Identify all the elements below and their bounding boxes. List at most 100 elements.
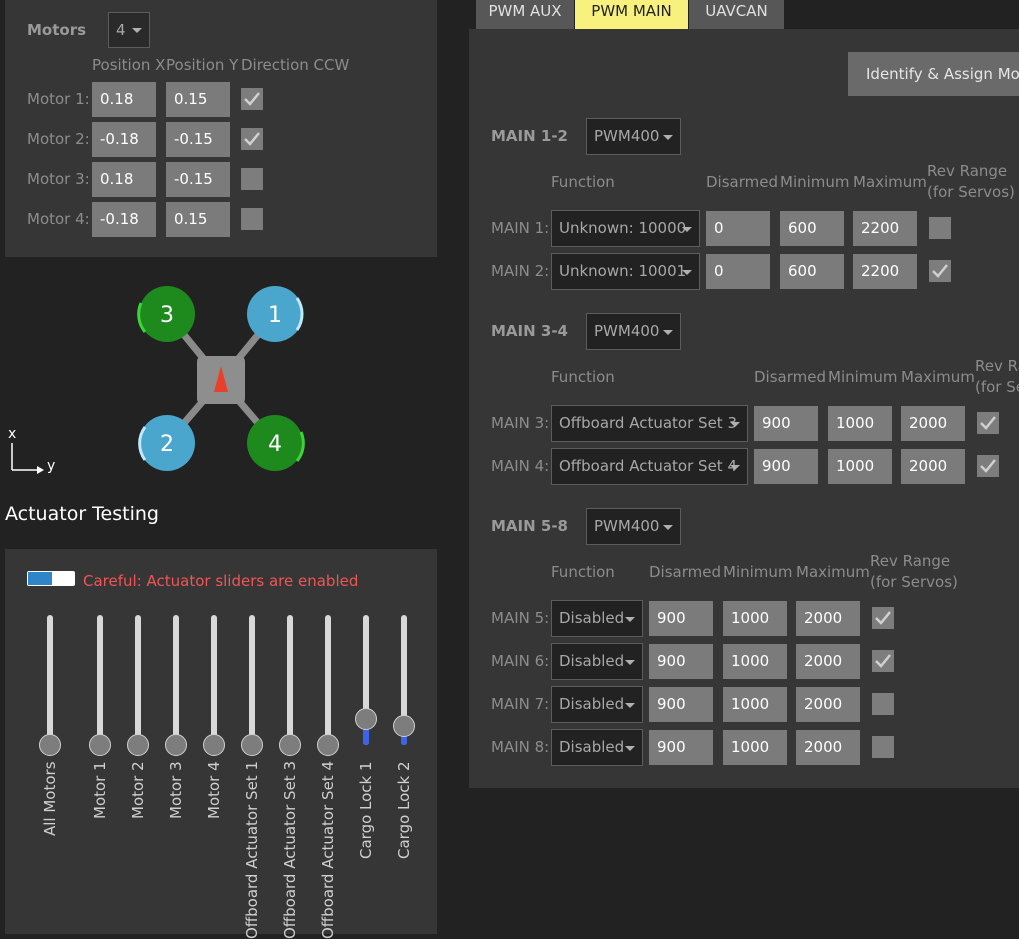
rev-range-checkbox[interactable] — [929, 260, 951, 282]
chevron-down-icon — [682, 226, 692, 232]
header-disarmed: Disarmed — [754, 368, 826, 386]
function-select[interactable]: Unknown: 10001 — [551, 253, 700, 290]
rev-range-checkbox[interactable] — [977, 455, 999, 477]
maximum-field[interactable]: 2200 — [853, 254, 917, 289]
maximum-field[interactable]: 2000 — [796, 730, 860, 765]
motor-3-number: 3 — [160, 303, 174, 328]
function-select[interactable]: Disabled — [551, 686, 643, 723]
function-select[interactable]: Disabled — [551, 600, 643, 637]
heading-arrow-icon — [214, 366, 228, 392]
actuator-slider-track[interactable] — [135, 615, 141, 745]
rev-range-checkbox[interactable] — [872, 650, 894, 672]
actuator-slider-handle[interactable] — [393, 714, 415, 737]
actuator-enable-toggle[interactable] — [27, 571, 75, 586]
chevron-down-icon — [625, 616, 635, 622]
motor-position-y-field[interactable]: 0.15 — [166, 82, 230, 117]
actuator-slider-track[interactable] — [173, 615, 179, 745]
actuator-slider-track[interactable] — [97, 615, 103, 745]
actuator-slider-handle[interactable] — [39, 734, 61, 756]
pwm-rate-select[interactable]: PWM400 — [586, 118, 681, 155]
output-row-label: MAIN 7: — [491, 695, 550, 713]
disarmed-field[interactable]: 900 — [649, 644, 713, 679]
rev-range-checkbox[interactable] — [872, 693, 894, 715]
minimum-field[interactable]: 1000 — [723, 601, 787, 636]
identify-assign-motors-button[interactable]: Identify & Assign Motors — [848, 52, 1019, 96]
maximum-field[interactable]: 2000 — [796, 601, 860, 636]
motor-position-y-field[interactable]: -0.15 — [166, 162, 230, 197]
pwm-rate-select[interactable]: PWM400 — [586, 508, 681, 545]
rev-range-checkbox[interactable] — [872, 607, 894, 629]
disarmed-field[interactable]: 900 — [754, 449, 818, 484]
motor-count-select[interactable]: 4 — [108, 12, 150, 48]
motor-position-y-field[interactable]: -0.15 — [166, 122, 230, 157]
actuator-slider-label: Cargo Lock 2 — [395, 761, 413, 859]
actuator-testing-title: Actuator Testing — [5, 503, 159, 525]
output-row-label: MAIN 3: — [491, 414, 550, 432]
disarmed-field[interactable]: 900 — [649, 601, 713, 636]
actuator-slider-handle[interactable] — [89, 734, 111, 756]
motor-row-label: Motor 3: — [27, 170, 90, 188]
maximum-field[interactable]: 2000 — [796, 644, 860, 679]
motor-position-x-field[interactable]: 0.18 — [92, 162, 156, 197]
disarmed-field[interactable]: 900 — [649, 730, 713, 765]
actuator-slider-track[interactable] — [363, 615, 369, 745]
disarmed-field[interactable]: 0 — [706, 254, 770, 289]
disarmed-field[interactable]: 900 — [754, 406, 818, 441]
actuator-slider-track[interactable] — [47, 615, 53, 745]
function-select[interactable]: Disabled — [551, 729, 643, 766]
actuator-slider-track[interactable] — [211, 615, 217, 745]
actuator-slider-handle[interactable] — [279, 734, 301, 756]
motor-position-x-field[interactable]: -0.18 — [92, 202, 156, 237]
rev-range-checkbox[interactable] — [977, 412, 999, 434]
motor-ccw-checkbox[interactable] — [241, 168, 263, 190]
maximum-field[interactable]: 2000 — [901, 449, 965, 484]
motor-ccw-checkbox[interactable] — [241, 128, 263, 150]
rev-range-checkbox[interactable] — [929, 217, 951, 239]
actuator-slider-track[interactable] — [325, 615, 331, 745]
tab-pwm-main[interactable]: PWM MAIN — [575, 0, 688, 29]
motor-3-rotor: 3 — [137, 286, 195, 342]
rev-range-checkbox[interactable] — [872, 736, 894, 758]
actuator-slider-track[interactable] — [249, 615, 255, 745]
motor-position-x-field[interactable]: -0.18 — [92, 122, 156, 157]
function-select[interactable]: Offboard Actuator Set 3 — [551, 405, 748, 442]
header-rev-range-sub: (for Servos) — [870, 573, 958, 591]
function-select[interactable]: Unknown: 10000 — [551, 210, 700, 247]
header-minimum: Minimum — [828, 368, 898, 386]
header-maximum: Maximum — [796, 563, 870, 581]
actuator-slider-handle[interactable] — [165, 734, 187, 756]
maximum-field[interactable]: 2000 — [901, 406, 965, 441]
actuator-slider-track[interactable] — [287, 615, 293, 745]
disarmed-field[interactable]: 0 — [706, 211, 770, 246]
disarmed-field[interactable]: 900 — [649, 687, 713, 722]
pwm-rate-select[interactable]: PWM400 — [586, 313, 681, 350]
motor-position-y-field[interactable]: 0.15 — [166, 202, 230, 237]
minimum-field[interactable]: 1000 — [723, 644, 787, 679]
actuator-slider-handle[interactable] — [355, 708, 377, 730]
motor-1-rotor: 1 — [247, 286, 304, 342]
maximum-field[interactable]: 2000 — [796, 687, 860, 722]
maximum-field[interactable]: 2200 — [853, 211, 917, 246]
function-select[interactable]: Offboard Actuator Set 4 — [551, 448, 748, 485]
minimum-field[interactable]: 1000 — [723, 730, 787, 765]
motor-1-number: 1 — [268, 303, 282, 328]
actuator-slider-handle[interactable] — [127, 734, 149, 756]
actuator-slider-label: Motor 4 — [205, 761, 223, 819]
actuator-slider-handle[interactable] — [203, 734, 225, 756]
minimum-field[interactable]: 600 — [780, 211, 844, 246]
motor-row-label: Motor 1: — [27, 90, 90, 108]
actuator-slider-track[interactable] — [401, 615, 407, 745]
header-function: Function — [551, 563, 615, 581]
minimum-field[interactable]: 1000 — [723, 687, 787, 722]
minimum-field[interactable]: 1000 — [828, 406, 892, 441]
motor-ccw-checkbox[interactable] — [241, 88, 263, 110]
function-select[interactable]: Disabled — [551, 643, 643, 680]
minimum-field[interactable]: 600 — [780, 254, 844, 289]
tab-pwm-aux[interactable]: PWM AUX — [476, 0, 574, 29]
minimum-field[interactable]: 1000 — [828, 449, 892, 484]
motor-ccw-checkbox[interactable] — [241, 208, 263, 230]
tab-uavcan[interactable]: UAVCAN — [689, 0, 784, 29]
motor-position-x-field[interactable]: 0.18 — [92, 82, 156, 117]
actuator-slider-handle[interactable] — [241, 734, 263, 756]
actuator-slider-handle[interactable] — [317, 734, 339, 756]
